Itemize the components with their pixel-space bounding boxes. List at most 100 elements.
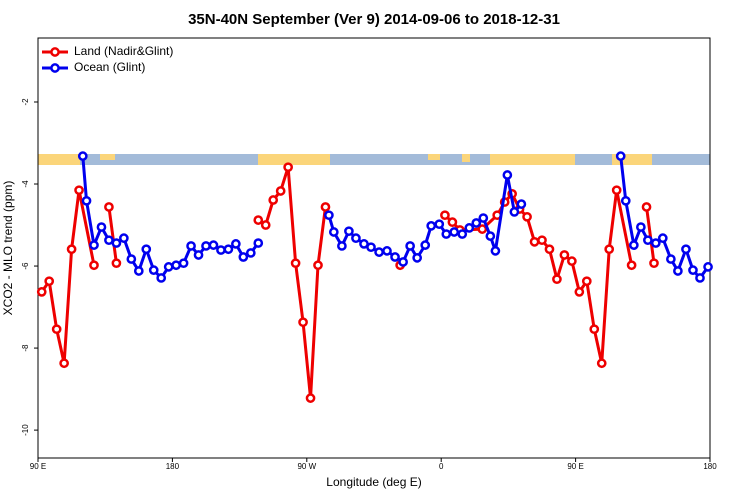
data-point <box>201 241 211 251</box>
data-point <box>96 222 107 232</box>
x-tick-label: 0 <box>439 462 444 471</box>
data-point <box>104 235 114 246</box>
data-point <box>529 236 540 247</box>
data-point <box>193 250 204 260</box>
data-point <box>673 266 683 276</box>
plot-frame <box>37 37 711 459</box>
data-point <box>320 202 331 212</box>
data-point <box>405 241 415 251</box>
land-ocean-strip <box>38 154 710 165</box>
data-point <box>133 266 144 276</box>
data-point <box>390 252 400 262</box>
data-point <box>537 235 547 246</box>
data-point <box>559 250 570 260</box>
data-point <box>178 258 189 269</box>
data-point <box>59 358 69 369</box>
data-point <box>477 224 488 234</box>
data-point <box>77 151 88 161</box>
data-point <box>66 244 77 255</box>
data-point <box>89 260 99 271</box>
data-point <box>298 317 308 328</box>
data-point <box>611 185 622 196</box>
y-axis-label: XCO2 - MLO trend (ppm) <box>1 181 15 316</box>
data-point <box>126 254 137 264</box>
series-line <box>107 206 118 264</box>
data-point <box>567 256 577 266</box>
data-point <box>81 195 92 206</box>
data-point <box>544 244 555 255</box>
data-point <box>457 229 468 239</box>
data-point <box>328 227 339 237</box>
data-point <box>485 231 496 241</box>
x-tick-label: 90 E <box>567 462 583 471</box>
data-point <box>208 240 219 250</box>
data-point <box>283 162 293 173</box>
data-point <box>478 213 489 223</box>
data-point <box>426 221 437 231</box>
data-point <box>441 229 452 239</box>
data-point <box>51 324 62 335</box>
data-point <box>412 252 423 263</box>
legend: Land (Nadir&Glint) Ocean (Glint) <box>42 44 173 74</box>
data-point <box>502 170 513 180</box>
data-point <box>275 186 286 196</box>
data-point <box>681 244 691 255</box>
data-point <box>641 202 652 212</box>
data-point <box>366 242 376 253</box>
data-point <box>382 246 392 256</box>
data-point <box>253 215 264 225</box>
data-point <box>581 276 592 287</box>
data-point <box>44 276 55 287</box>
data-point <box>420 240 431 250</box>
data-point <box>89 240 99 250</box>
data-point <box>141 244 152 255</box>
data-point <box>703 262 713 272</box>
data-point <box>186 241 196 251</box>
data-point <box>596 358 607 369</box>
data-point <box>666 254 676 264</box>
data-point <box>351 233 361 244</box>
data-point <box>305 393 316 403</box>
data-point <box>223 244 234 255</box>
x-tick-label: 90 W <box>297 462 316 471</box>
data-point <box>104 202 114 212</box>
data-point <box>156 273 167 283</box>
data-point <box>434 219 445 230</box>
x-axis-label: Longitude (deg E) <box>326 475 421 489</box>
y-tick-label: -6 <box>21 262 30 270</box>
data-point <box>636 222 646 232</box>
y-tick-label: -4 <box>21 180 30 188</box>
data-point <box>374 247 384 257</box>
legend-label: Land (Nadir&Glint) <box>74 44 173 58</box>
data-point <box>695 273 705 283</box>
data-point <box>36 287 47 297</box>
data-point <box>589 324 600 335</box>
data-point <box>626 260 637 271</box>
data-point <box>471 218 482 228</box>
data-point <box>74 185 84 196</box>
data-point <box>238 252 249 262</box>
data-point <box>440 210 450 221</box>
data-point <box>111 258 122 269</box>
data-point <box>628 240 639 250</box>
data-point <box>148 265 159 275</box>
data-point <box>290 258 301 269</box>
series-line <box>443 188 634 365</box>
data-point <box>313 260 323 271</box>
series-line <box>645 206 656 264</box>
data-point <box>398 257 408 267</box>
chart-title: 35N-40N September (Ver 9) 2014-09-06 to … <box>188 11 560 28</box>
legend-swatch-point <box>50 63 60 73</box>
data-point <box>344 226 354 237</box>
series-line <box>619 155 710 280</box>
data-point <box>253 238 264 248</box>
data-point <box>449 227 460 237</box>
data-point <box>604 244 615 255</box>
legend-swatch-point <box>50 47 60 57</box>
data-point <box>268 195 279 205</box>
data-point <box>620 195 631 206</box>
data-point <box>657 233 668 244</box>
data-point <box>245 248 256 258</box>
data-point <box>324 210 334 221</box>
